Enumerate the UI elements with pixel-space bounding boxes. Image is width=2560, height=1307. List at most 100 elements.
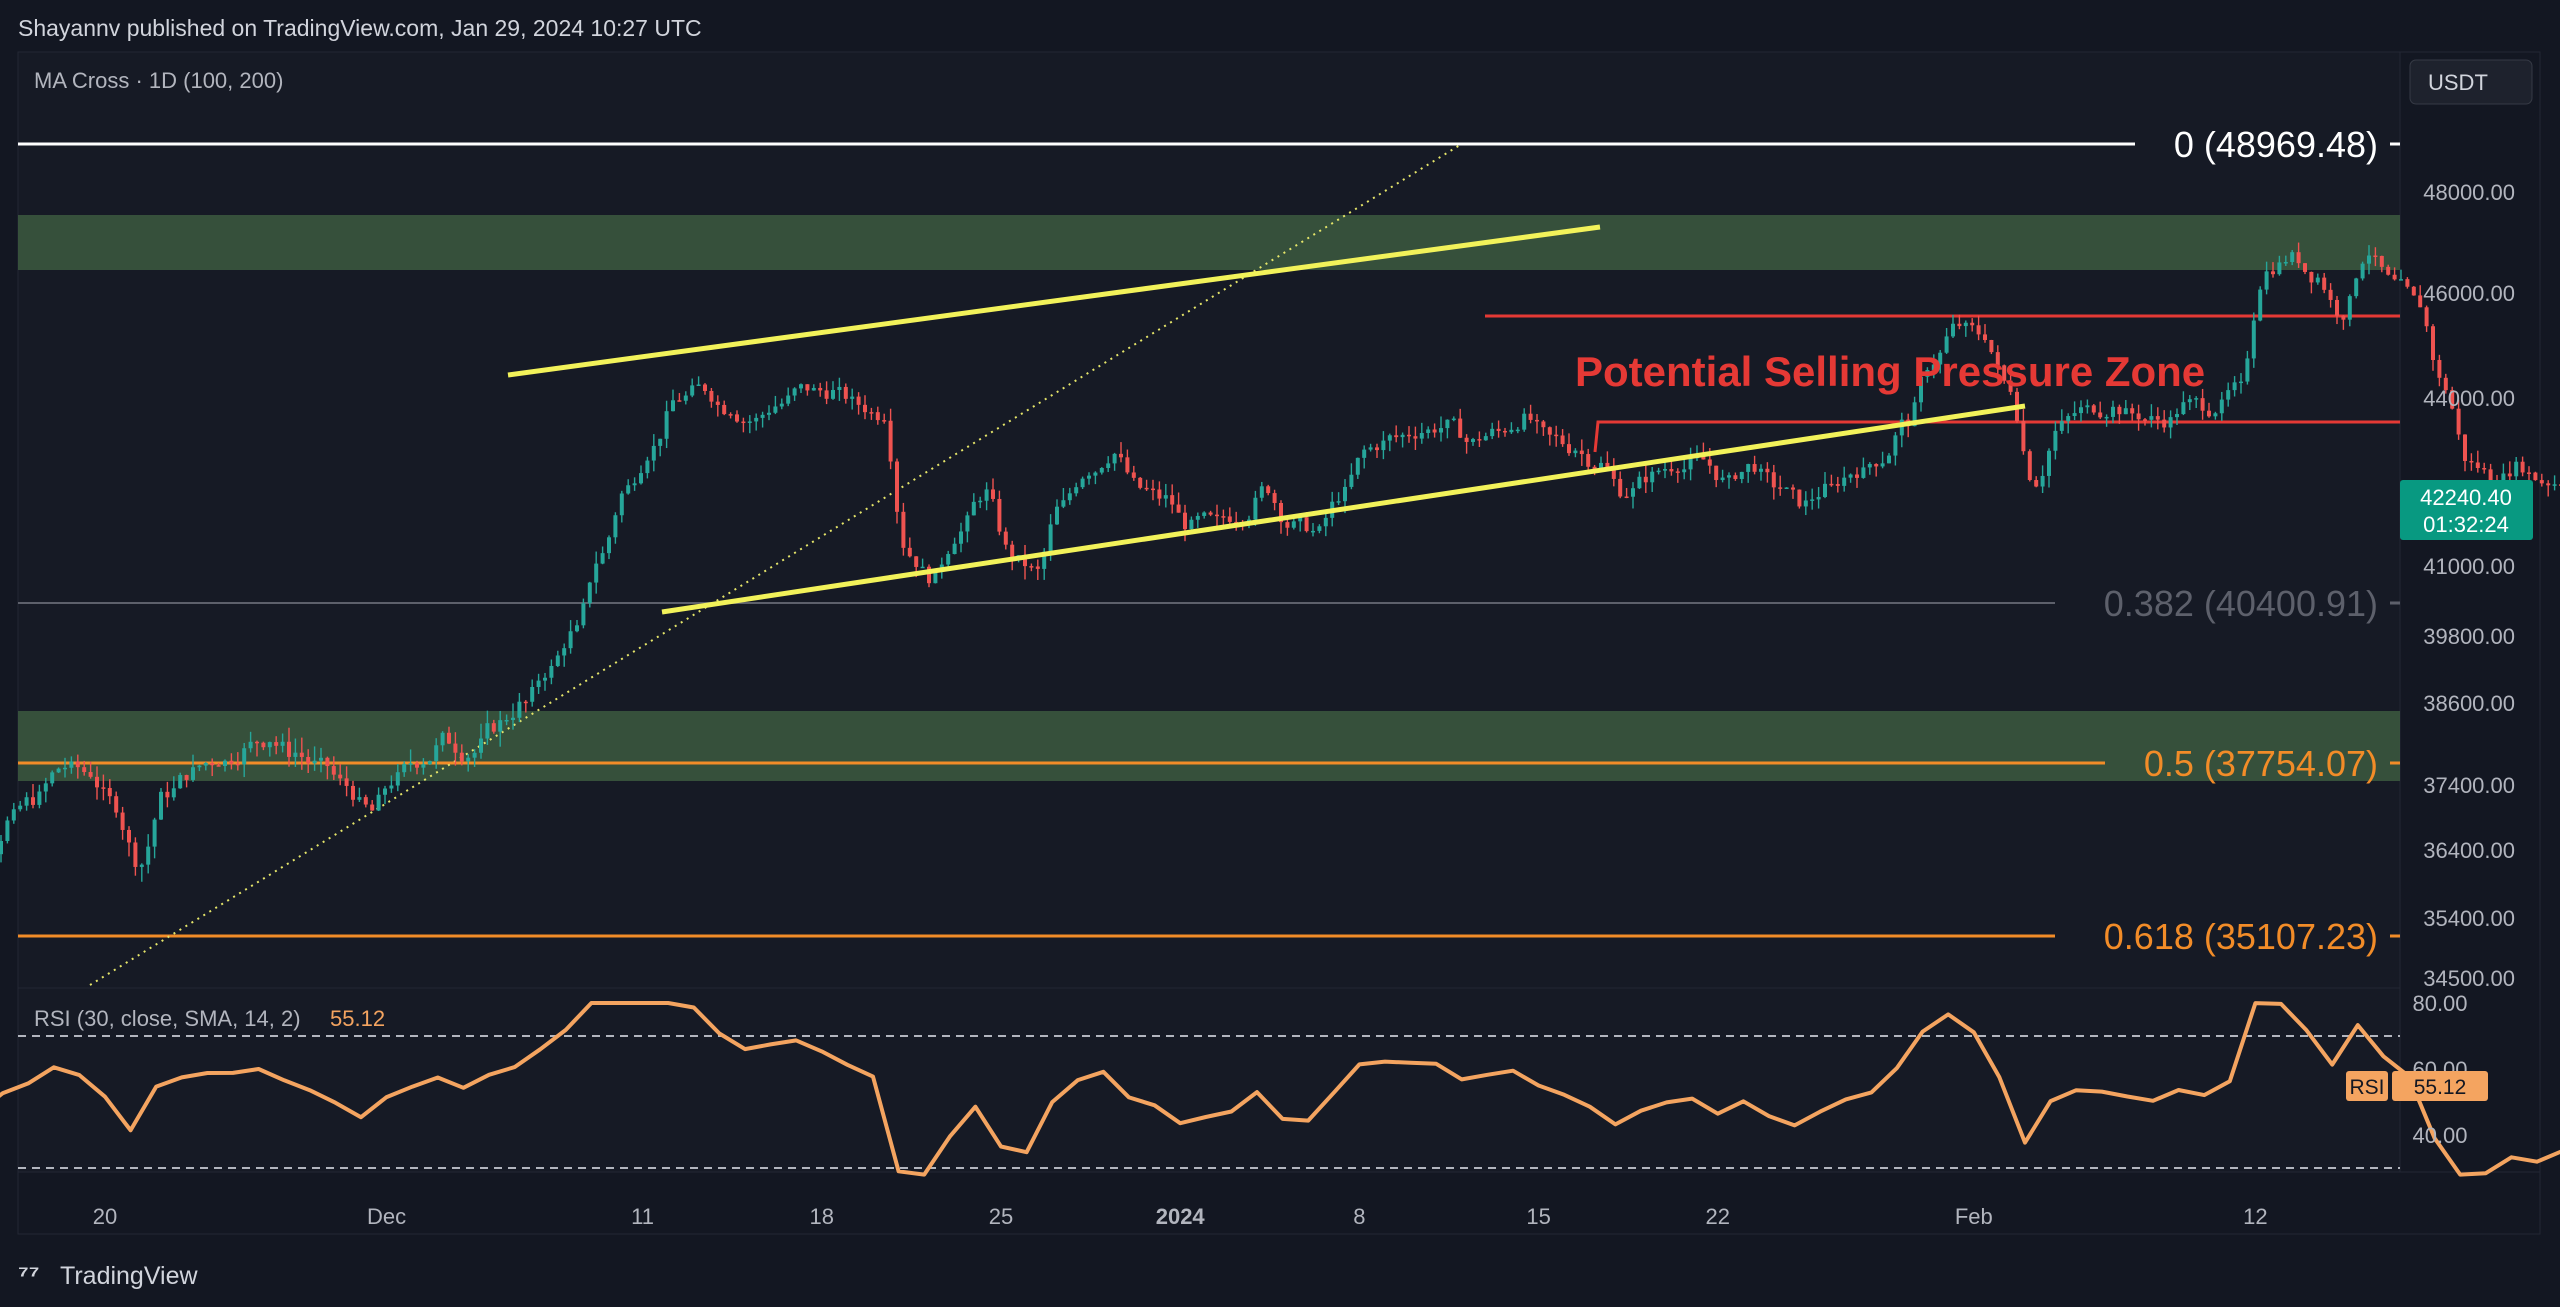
candle-body	[2347, 296, 2352, 320]
candle-body	[818, 387, 823, 391]
candle-body	[1266, 486, 1271, 494]
candle-body	[1023, 555, 1027, 567]
time-tick-4: 25	[989, 1204, 1013, 1229]
candle-body	[1957, 323, 1962, 327]
price-tick-3: 41000.00	[2423, 554, 2515, 579]
candle-body	[683, 395, 688, 401]
candle-body	[1119, 453, 1123, 458]
candle-body	[1387, 435, 1392, 441]
candle-body	[1131, 472, 1136, 478]
candle-body	[383, 788, 387, 795]
candle-body	[1707, 459, 1712, 466]
candle-body	[568, 631, 573, 649]
candle-body	[1451, 418, 1456, 421]
candle-body	[2155, 416, 2160, 420]
candle-body	[2226, 390, 2231, 400]
price-scale[interactable]	[2399, 51, 2541, 1173]
candle-body	[1368, 447, 1373, 450]
candle-body	[2040, 475, 2045, 487]
candle-body	[2437, 360, 2442, 378]
candle-body	[773, 406, 778, 413]
rsi-pane[interactable]	[17, 987, 2401, 1173]
candle-body	[1951, 323, 1955, 337]
candle-body	[2079, 407, 2083, 414]
candle-body	[1042, 551, 1047, 569]
fib-label-0: 0 (48969.48)	[2174, 124, 2378, 165]
candlesticks	[0, 242, 2560, 882]
rsi-title: RSI (30, close, SMA, 14, 2)	[34, 1006, 301, 1031]
candle-body	[1215, 514, 1219, 517]
candle-body	[107, 788, 112, 797]
candle-body	[1592, 466, 1597, 470]
candle-body	[2399, 279, 2403, 281]
candle-body	[152, 819, 157, 847]
candle-body	[741, 421, 746, 424]
currency-button-label: USDT	[2428, 70, 2488, 95]
candle-body	[805, 384, 810, 391]
candle-body	[242, 748, 247, 765]
lower-zone	[18, 711, 2400, 781]
candle-body	[43, 783, 48, 792]
candle-body	[18, 805, 23, 810]
candle-body	[2354, 278, 2359, 297]
candle-body	[203, 763, 208, 766]
price-axis-ticks: 48000.00 46000.00 44000.00 41000.00 39800.00…	[2423, 180, 2515, 991]
candle-body	[651, 445, 656, 461]
currency-button[interactable]: USDT	[2409, 59, 2533, 105]
candle-body	[2168, 417, 2173, 428]
candle-body	[1944, 336, 1949, 353]
candle-body	[1663, 469, 1667, 471]
candle-body	[1375, 447, 1379, 451]
channel-upper-line	[507, 224, 1601, 378]
candle-body	[56, 768, 61, 773]
candle-body	[1183, 512, 1187, 530]
candle-body	[498, 720, 503, 732]
candle-body	[2008, 380, 2013, 392]
candle-body	[2463, 434, 2467, 461]
candle-body	[1560, 435, 1565, 445]
candle-body	[1778, 487, 1783, 489]
candle-body	[664, 411, 669, 439]
candle-body	[2283, 261, 2288, 264]
candle-body	[50, 772, 55, 784]
candle-body	[1567, 444, 1571, 454]
candle-body	[1458, 418, 1463, 438]
candle-body	[1823, 483, 1827, 497]
candle-body	[1784, 487, 1789, 490]
candle-body	[1919, 376, 1923, 403]
candle-body	[1643, 476, 1648, 483]
candle-body	[1880, 463, 1885, 467]
candle-body	[95, 776, 99, 788]
candle-body	[1887, 455, 1891, 464]
candle-body	[466, 757, 471, 762]
candle-body	[2027, 451, 2032, 481]
candle-body	[37, 791, 42, 805]
time-tick-1: Dec	[367, 1204, 406, 1229]
candle-body	[639, 473, 643, 484]
candle-body	[792, 388, 797, 396]
candle-body	[1983, 334, 1987, 340]
candle-body	[1867, 464, 1872, 468]
candle-body	[287, 741, 291, 757]
candle-body	[2034, 480, 2039, 487]
candle-body	[2341, 315, 2346, 320]
candle-body	[1151, 488, 1155, 491]
candle-body	[933, 570, 938, 584]
candle-body	[2418, 295, 2423, 308]
candle-body	[146, 846, 151, 865]
candle-body	[2213, 413, 2218, 417]
candle-body	[197, 765, 202, 768]
time-scale[interactable]	[17, 1171, 2541, 1235]
candle-body	[216, 765, 221, 767]
candle-body	[1138, 477, 1143, 488]
candle-body	[1688, 458, 1693, 470]
candle-body	[1106, 463, 1111, 468]
candle-body	[2066, 416, 2071, 422]
candle-body	[831, 390, 835, 399]
candle-body	[1515, 429, 1520, 432]
candle-body	[2303, 263, 2307, 272]
main-price-pane[interactable]	[17, 51, 2401, 989]
candle-body	[907, 547, 912, 557]
price-tick-4: 39800.00	[2423, 624, 2515, 649]
candle-body	[255, 741, 259, 744]
